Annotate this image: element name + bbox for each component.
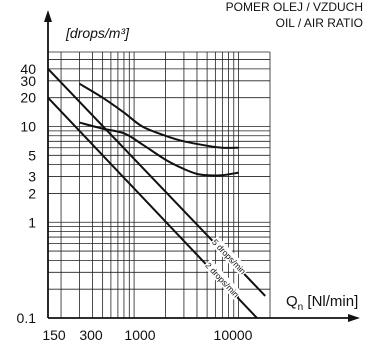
chart-title-line-2: OIL / AIR RATIO bbox=[276, 16, 363, 30]
axes bbox=[44, 10, 360, 322]
series-label-bg-2 bbox=[202, 259, 243, 300]
y-tick-label: 30 bbox=[20, 73, 36, 89]
x-axis-label-unit: [Nl/min] bbox=[303, 293, 358, 310]
y-tick-label: 0.1 bbox=[17, 310, 37, 326]
x-axis-label-sub: n bbox=[298, 302, 304, 313]
y-axis-arrow bbox=[44, 10, 52, 22]
series-line-4 bbox=[79, 121, 239, 177]
x-tick-label: 1000 bbox=[124, 327, 155, 343]
y-tick-label: 40 bbox=[20, 61, 36, 77]
y-tick-label: 2 bbox=[28, 185, 36, 201]
x-tick-label: 300 bbox=[79, 327, 103, 343]
x-tick-label: 150 bbox=[42, 327, 66, 343]
series-label-bg-1 bbox=[209, 235, 250, 277]
x-axis-label-main: Q bbox=[286, 293, 298, 310]
y-tick-label: 1 bbox=[28, 214, 36, 230]
chart-title-line-1: POMER OLEJ / VZDUCH bbox=[226, 0, 363, 14]
x-axis-arrow bbox=[348, 314, 360, 322]
y-tick-label: 5 bbox=[28, 147, 36, 163]
y-tick-label: 3 bbox=[28, 169, 36, 185]
x-axis-label: Qn [Nl/min] bbox=[286, 293, 358, 313]
grid bbox=[47, 51, 271, 319]
series-line-3 bbox=[78, 82, 239, 149]
y-tick-label: 20 bbox=[20, 90, 36, 106]
y-tick-label: 10 bbox=[20, 119, 36, 135]
x-tick-label: 10000 bbox=[214, 327, 253, 343]
y-axis-label: [drops/m³] bbox=[65, 25, 130, 41]
